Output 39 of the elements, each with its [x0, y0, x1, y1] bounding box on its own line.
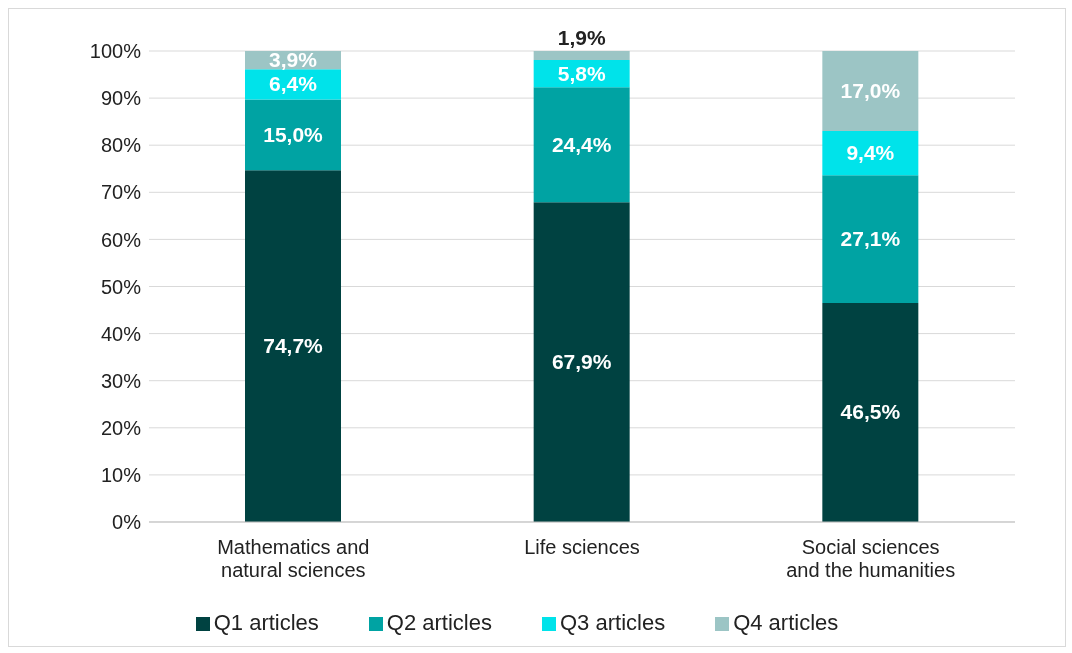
data-label: 74,7% — [263, 334, 324, 358]
y-tick-label: 10% — [100, 464, 142, 486]
y-tick-label: 30% — [100, 369, 142, 392]
x-tick-label: Social sciences and the humanities — [786, 536, 956, 581]
data-label: 1,9% — [557, 26, 606, 49]
bar — [822, 302, 919, 522]
bar — [822, 175, 919, 303]
data-label: 9,4% — [846, 141, 895, 165]
legend-label: Q2 articles — [386, 610, 492, 635]
y-tick-label: 60% — [100, 228, 142, 251]
legend-label: Q3 articles — [560, 610, 666, 635]
data-label: 15,0% — [263, 122, 324, 146]
data-label: 27,1% — [840, 227, 901, 251]
bar — [533, 202, 630, 522]
data-label: 5,8% — [557, 61, 606, 85]
legend-label: Q1 articles — [213, 610, 319, 635]
y-tick-label: 40% — [100, 322, 142, 345]
y-tick-label: 70% — [100, 181, 142, 204]
y-tick-label: 90% — [100, 87, 142, 110]
bar — [533, 87, 630, 203]
y-tick-label: 50% — [100, 275, 142, 298]
bar — [245, 99, 341, 171]
bar — [822, 131, 919, 176]
x-tick-label: Life sciences — [524, 536, 640, 558]
bar — [822, 51, 919, 132]
y-tick-label: 100% — [89, 40, 142, 63]
y-tick-label: 0% — [112, 511, 142, 534]
data-label: 6,4% — [269, 72, 318, 96]
y-tick-label: 80% — [100, 134, 142, 157]
x-tick-label: Mathematics and natural sciences — [217, 536, 370, 581]
data-label: 24,4% — [551, 132, 612, 156]
legend-label: Q4 articles — [733, 610, 839, 635]
data-label: 3,9% — [269, 48, 318, 72]
data-label: 46,5% — [840, 400, 901, 424]
y-tick-label: 20% — [100, 416, 142, 439]
bar — [533, 51, 630, 60]
data-label: 67,9% — [551, 350, 612, 374]
bar — [245, 170, 341, 522]
data-label: 17,0% — [840, 79, 901, 103]
